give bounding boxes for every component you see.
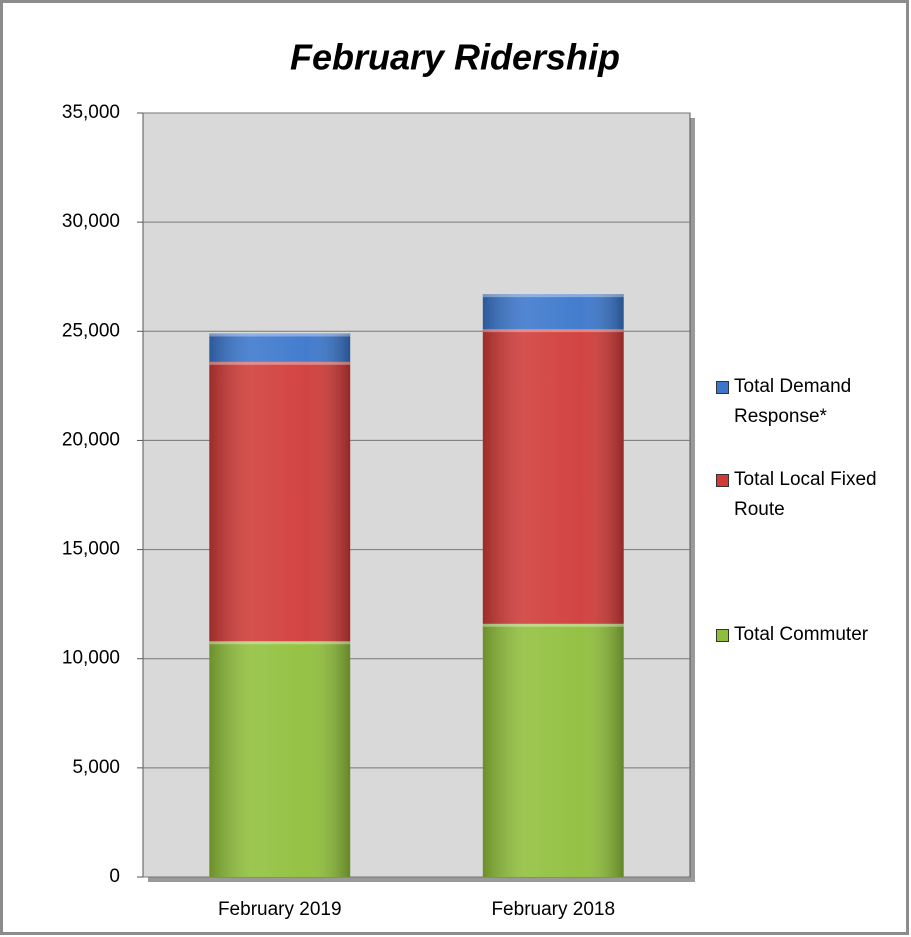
y-tick-label: 35,000 <box>62 102 120 123</box>
legend-label: Total Commuter <box>734 624 869 645</box>
bar-shade <box>209 361 351 642</box>
legend-entry: Total Demand Response* <box>716 372 906 432</box>
bar-highlight <box>209 333 351 337</box>
y-tick-label: 30,000 <box>62 211 120 232</box>
legend-entry: Total Local Fixed Route <box>716 465 906 525</box>
y-tick-label: 20,000 <box>62 429 120 450</box>
bar-shade <box>482 294 624 330</box>
bar-shade <box>209 641 351 877</box>
bar-highlight <box>209 641 351 645</box>
legend-label: Total Local Fixed Route <box>734 469 877 520</box>
y-tick-label: 25,000 <box>62 320 120 341</box>
bar-shade <box>482 329 624 624</box>
y-tick-label: 15,000 <box>62 539 120 560</box>
bar-highlight <box>482 294 624 298</box>
bar-highlight <box>482 623 624 627</box>
bar-shade <box>209 333 351 362</box>
legend-swatch <box>716 474 729 487</box>
legend-entry: Total Commuter <box>716 620 906 650</box>
legend-swatch <box>716 629 729 642</box>
y-tick-label: 5,000 <box>72 757 120 778</box>
legend-label: Total Demand Response* <box>734 376 852 427</box>
bar-highlight <box>482 329 624 333</box>
bar-highlight <box>209 361 351 365</box>
bar-shade <box>482 623 624 877</box>
legend-swatch <box>716 381 729 394</box>
x-tick-label: February 2019 <box>218 899 342 920</box>
chart-title: February Ridership <box>290 37 620 78</box>
x-tick-label: February 2018 <box>491 899 615 920</box>
y-tick-label: 10,000 <box>62 648 120 669</box>
y-tick-label: 0 <box>109 866 120 887</box>
